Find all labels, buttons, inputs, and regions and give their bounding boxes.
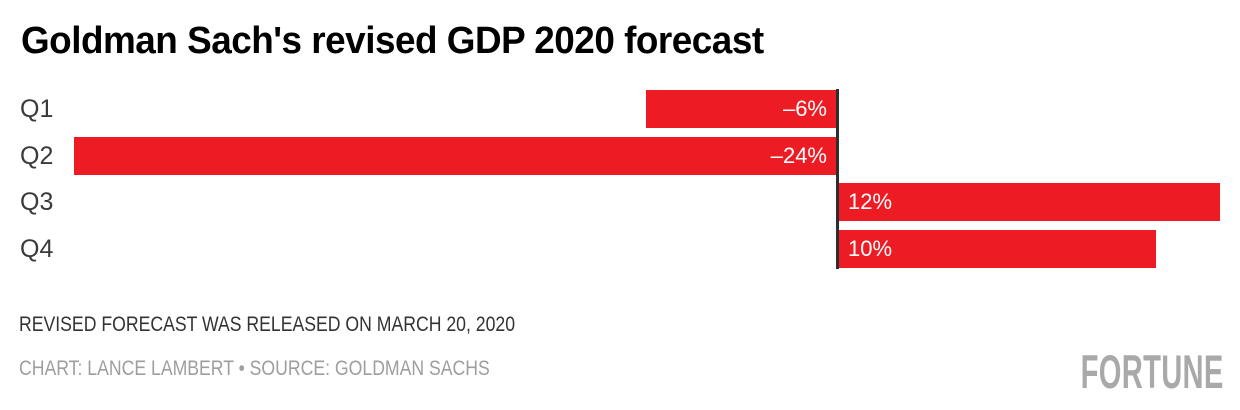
value-label-q1: –6% [782,96,827,121]
bar-row-q3: Q3 12% [0,183,1240,221]
bar-q1: –6% [646,90,837,128]
value-label-q4: 10% [848,236,893,261]
credit-line: CHART: LANCE LAMBERT • SOURCE: GOLDMAN S… [19,357,490,380]
value-label-q2: –24% [770,143,827,168]
chart-title: Goldman Sach's revised GDP 2020 forecast [21,20,764,62]
bar-chart: Q1 –6% Q2 –24% Q3 12% Q4 10% [0,89,1240,270]
category-label-q4: Q4 [20,235,54,263]
bar-row-q4: Q4 10% [0,230,1240,268]
fortune-logo: FORTUNE [1080,345,1224,398]
zero-axis-line [836,89,839,269]
category-label-q2: Q2 [20,142,54,170]
category-label-q3: Q3 [20,188,54,216]
bar-row-q1: Q1 –6% [0,90,1240,128]
bar-q4: 10% [838,230,1156,268]
bar-q3: 12% [838,183,1220,221]
note-line: REVISED FORECAST WAS RELEASED ON MARCH 2… [19,313,516,336]
category-label-q1: Q1 [20,95,54,123]
bar-row-q2: Q2 –24% [0,137,1240,175]
value-label-q3: 12% [848,189,893,214]
bar-q2: –24% [74,137,837,175]
